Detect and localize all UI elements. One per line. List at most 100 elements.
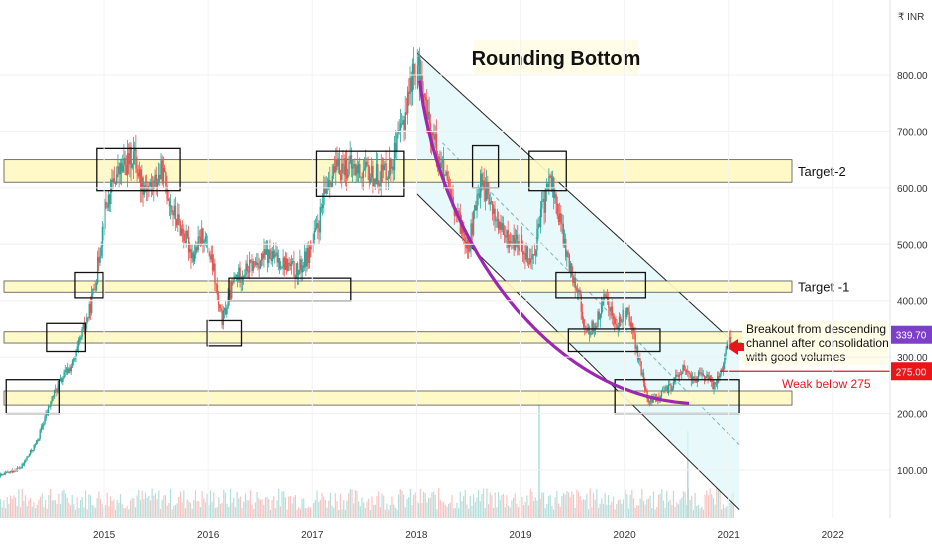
candle-body bbox=[19, 467, 21, 469]
volume-bar bbox=[504, 507, 506, 518]
candle-body bbox=[114, 181, 117, 184]
candle-body bbox=[294, 275, 296, 279]
candle-body bbox=[275, 252, 277, 255]
volume-bar bbox=[606, 504, 608, 518]
candle-body bbox=[149, 181, 152, 187]
volume-bar bbox=[696, 505, 698, 518]
candle-body bbox=[312, 239, 314, 244]
volume-bar bbox=[28, 500, 30, 518]
volume-bar bbox=[128, 509, 130, 518]
volume-bar bbox=[401, 490, 403, 518]
candle-body bbox=[169, 205, 172, 207]
candle-body bbox=[580, 294, 582, 312]
candle-body bbox=[487, 182, 489, 195]
volume-bar bbox=[64, 493, 67, 518]
candle-body bbox=[403, 120, 405, 130]
candle-body bbox=[664, 387, 666, 392]
volume-bar bbox=[414, 492, 416, 518]
price-label-bg bbox=[891, 325, 932, 344]
volume-bar bbox=[123, 508, 125, 518]
candle-body bbox=[219, 305, 221, 309]
candle-body bbox=[477, 193, 480, 195]
candle-body bbox=[113, 178, 116, 182]
candle-body bbox=[368, 166, 371, 183]
candle-body bbox=[409, 77, 411, 94]
candle-body bbox=[10, 470, 13, 472]
candle-body bbox=[35, 440, 38, 445]
volume-bar bbox=[296, 509, 298, 518]
candle-body bbox=[37, 440, 39, 442]
candle-body bbox=[581, 311, 584, 320]
consolidation-box bbox=[206, 319, 243, 347]
candle-body bbox=[299, 259, 301, 270]
candle-body bbox=[320, 207, 323, 209]
candle-body bbox=[520, 234, 523, 252]
candle-body bbox=[1, 474, 3, 475]
volume-bar bbox=[542, 492, 545, 518]
volume-bar bbox=[154, 493, 157, 518]
candle-body bbox=[123, 158, 125, 166]
volume-bar bbox=[424, 493, 426, 518]
volume-bar bbox=[473, 494, 475, 518]
volume-bar bbox=[239, 496, 242, 518]
candle-body bbox=[38, 438, 40, 442]
volume-bar bbox=[584, 499, 586, 518]
volume-bar bbox=[293, 496, 295, 518]
volume-bar bbox=[689, 499, 691, 518]
candle-body bbox=[677, 375, 679, 377]
candle-body bbox=[246, 263, 248, 272]
volume-bar bbox=[418, 503, 420, 518]
candle-body bbox=[81, 329, 83, 337]
candle-body bbox=[329, 180, 331, 185]
volume-bar bbox=[333, 507, 335, 518]
candle-body bbox=[8, 472, 10, 473]
volume-bar bbox=[484, 507, 486, 518]
candle-body bbox=[233, 276, 235, 283]
volume-bar bbox=[38, 499, 40, 518]
candle-body bbox=[247, 271, 250, 273]
candle-body bbox=[366, 161, 368, 165]
candle-body bbox=[499, 222, 501, 230]
candle-body bbox=[531, 254, 533, 260]
candle-body bbox=[688, 371, 690, 374]
candle-body bbox=[120, 162, 123, 172]
volume-bar bbox=[41, 493, 43, 518]
candle-body bbox=[260, 253, 263, 261]
candle-body bbox=[213, 263, 215, 271]
candle-body bbox=[533, 254, 536, 256]
candle-body bbox=[652, 398, 654, 403]
volume-bar bbox=[203, 498, 205, 518]
candle-body bbox=[190, 249, 192, 259]
candle-body bbox=[665, 386, 667, 388]
candle-body bbox=[423, 94, 426, 98]
volume-bar bbox=[416, 501, 418, 518]
candle-body bbox=[489, 202, 492, 205]
candle-body bbox=[639, 358, 641, 362]
candle-body bbox=[424, 97, 427, 101]
volume-bar bbox=[308, 506, 310, 518]
volume-bar bbox=[554, 497, 556, 518]
candle-body bbox=[592, 321, 594, 331]
candle-body bbox=[447, 179, 450, 189]
candle-body bbox=[599, 314, 602, 320]
candle-body bbox=[389, 158, 391, 176]
volume-bar bbox=[78, 508, 80, 518]
candle-body bbox=[486, 182, 488, 201]
volume-bar bbox=[388, 509, 390, 518]
candle-body bbox=[645, 389, 647, 391]
candle-body bbox=[661, 390, 664, 392]
candle-body bbox=[126, 153, 129, 176]
candle-body bbox=[362, 170, 365, 179]
candle-body bbox=[365, 161, 367, 169]
volume-bar bbox=[21, 488, 23, 518]
consolidation-box bbox=[315, 150, 405, 197]
zone-label: Target-2 bbox=[798, 164, 846, 179]
volume-bar bbox=[384, 509, 386, 518]
volume-bar bbox=[53, 500, 55, 518]
volume-bar bbox=[36, 504, 38, 518]
candle-body bbox=[325, 188, 328, 194]
volume-bar bbox=[404, 507, 406, 518]
candle-body bbox=[244, 274, 246, 277]
candle-body bbox=[318, 228, 320, 233]
volume-bar bbox=[44, 500, 47, 518]
